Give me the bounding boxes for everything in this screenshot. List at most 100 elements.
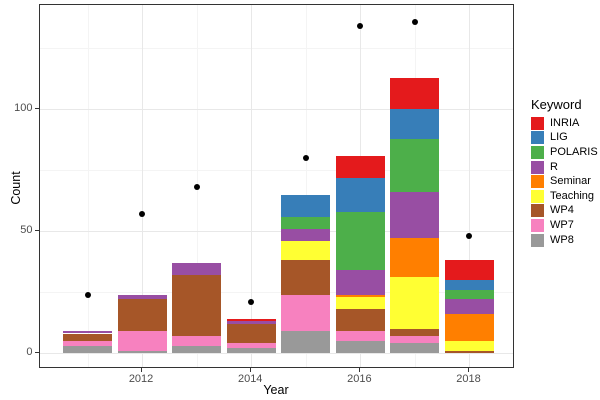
legend-label-INRIA: INRIA: [550, 116, 580, 129]
y-tick: [34, 108, 39, 110]
bar-segment-WP7-2016: [335, 331, 385, 341]
legend-label-POLARIS: POLARIS: [550, 145, 598, 158]
bar-segment-Teaching-2016: [335, 296, 385, 310]
bar-segment-INRIA-2016: [335, 155, 385, 178]
bar-segment-WP8-2013: [172, 345, 222, 353]
y-tick-label: 50: [20, 224, 33, 237]
gridline-minor-v: [305, 5, 307, 367]
legend-item-LIG: LIG: [531, 131, 598, 146]
bar-segment-POLARIS-2015: [281, 216, 331, 229]
bar-segment-R-2015: [281, 228, 331, 241]
x-axis-title: Year: [263, 383, 289, 397]
legend-swatch-R: [531, 160, 544, 174]
legend-swatch-WP4: [531, 204, 544, 218]
bar-segment-WP4-2013: [172, 275, 222, 336]
bar-segment-WP4-2017: [390, 328, 440, 336]
bar-segment-POLARIS-2018: [444, 289, 494, 300]
legend-swatch-INRIA: [531, 116, 544, 130]
bar-segment-Teaching-2015: [281, 240, 331, 261]
data-point-2014: [248, 298, 255, 305]
gridline-major-v: [142, 5, 144, 367]
bar-segment-WP7-2014: [226, 343, 276, 349]
legend-item-Teaching: Teaching: [531, 189, 598, 204]
bar-segment-WP8-2014: [226, 348, 276, 353]
legend-item-POLARIS: POLARIS: [531, 145, 598, 160]
legend-label-WP4: WP4: [550, 204, 574, 217]
bar-segment-WP8-2012: [117, 350, 167, 353]
bar-segment-R-2014: [226, 321, 276, 324]
bar-segment-WP4-2016: [335, 309, 385, 332]
bar-segment-WP8-2015: [281, 331, 331, 353]
bar-segment-R-2016: [335, 270, 385, 295]
legend-label-WP7: WP7: [550, 218, 574, 231]
bar-segment-R-2018: [444, 299, 494, 314]
bar-segment-WP8-2011: [63, 345, 112, 353]
bar-segment-WP4-2011: [63, 333, 112, 341]
legend-item-WP7: WP7: [531, 218, 598, 233]
bar-segment-POLARIS-2017: [390, 138, 440, 193]
legend-swatch-Seminar: [531, 175, 544, 189]
y-tick: [34, 352, 39, 353]
bar-segment-R-2012: [117, 294, 167, 300]
bar-segment-R-2013: [172, 262, 222, 275]
bar-segment-WP4-2018: [444, 350, 494, 353]
data-point-2012: [139, 211, 146, 218]
gridline-major-v: [251, 5, 253, 367]
gridline-minor-v: [87, 5, 89, 367]
y-tick: [34, 230, 39, 232]
legend-title: Keyword: [531, 97, 582, 112]
data-point-2013: [193, 184, 200, 191]
data-point-2016: [357, 23, 364, 30]
legend-label-Seminar: Seminar: [550, 175, 591, 188]
y-tick-label: 0: [26, 346, 33, 358]
data-point-2018: [466, 233, 473, 240]
x-tick: [250, 368, 252, 372]
x-tick: [141, 368, 143, 372]
legend-swatch-WP8: [531, 233, 544, 247]
gridline-major-v: [469, 5, 471, 367]
x-tick-label: 2012: [128, 373, 154, 385]
x-tick-label: 2014: [237, 373, 263, 385]
bar-segment-WP4-2012: [117, 299, 167, 332]
bar-segment-WP8-2016: [335, 340, 385, 353]
legend-item-WP8: WP8: [531, 233, 598, 248]
bar-segment-WP4-2014: [226, 323, 276, 344]
bar-segment-R-2017: [390, 192, 440, 239]
bar-segment-LIG-2015: [281, 194, 331, 217]
bar-segment-WP7-2011: [63, 340, 112, 346]
legend-swatch-POLARIS: [531, 145, 544, 159]
data-point-2017: [411, 18, 418, 25]
gridline-major-h: [39, 353, 513, 354]
bar-segment-WP7-2017: [390, 335, 440, 344]
x-tick: [468, 368, 470, 372]
bar-segment-WP7-2013: [172, 335, 222, 346]
bar-segment-WP4-2015: [281, 260, 331, 295]
gridline-major-h: [39, 109, 513, 111]
legend-item-Seminar: Seminar: [531, 174, 598, 189]
gridline-minor-h: [39, 48, 513, 50]
bar-segment-Teaching-2018: [444, 340, 494, 351]
bar-segment-Seminar-2016: [335, 294, 385, 297]
x-tick-label: 2016: [347, 373, 372, 385]
legend-item-R: R: [531, 160, 598, 175]
legend-label-R: R: [550, 160, 558, 173]
bar-segment-LIG-2016: [335, 177, 385, 212]
x-tick-label: 2018: [456, 373, 481, 385]
x-tick: [359, 368, 361, 372]
bar-segment-WP7-2015: [281, 294, 331, 332]
bar-segment-LIG-2017: [390, 109, 440, 139]
legend-item-WP4: WP4: [531, 204, 598, 219]
bar-segment-LIG-2018: [444, 279, 494, 290]
data-point-2015: [302, 155, 309, 162]
bar-segment-INRIA-2014: [226, 318, 276, 322]
y-tick-label: 100: [14, 102, 33, 115]
legend-label-WP8: WP8: [550, 233, 574, 246]
legend-label-Teaching: Teaching: [550, 189, 595, 202]
bar-segment-Seminar-2018: [444, 314, 494, 341]
gridline-major-h: [39, 231, 513, 233]
legend-label-LIG: LIG: [550, 131, 568, 144]
bar-segment-WP8-2017: [390, 343, 440, 353]
data-point-2011: [84, 291, 91, 298]
bar-segment-WP7-2012: [117, 331, 167, 351]
